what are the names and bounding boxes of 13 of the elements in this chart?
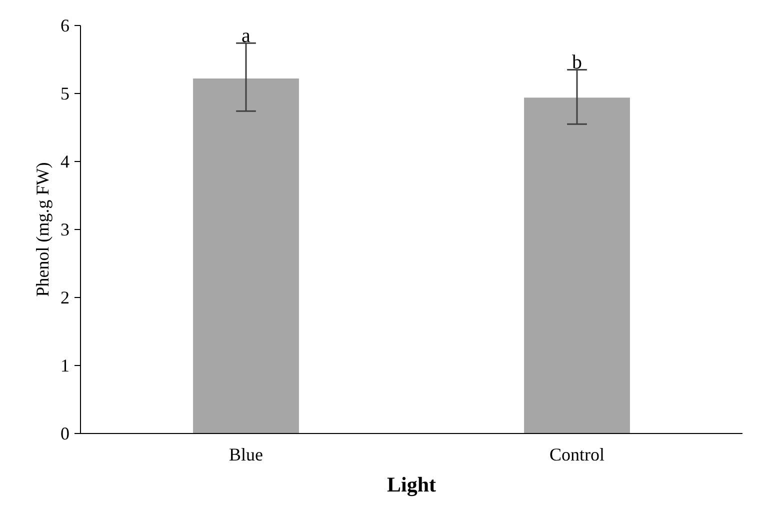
y-tick-label: 1 [60, 356, 70, 376]
x-axis-title: Light [386, 472, 436, 496]
y-tick-label: 4 [60, 152, 70, 172]
annotation: a [242, 25, 251, 48]
x-tick-label: Control [550, 444, 605, 464]
annotation: b [572, 52, 582, 74]
y-tick-label: 2 [60, 288, 70, 308]
x-tick-label: Blue [229, 444, 264, 464]
y-tick-label: 5 [60, 84, 70, 104]
y-tick-label: 0 [60, 424, 70, 444]
y-axis-title: Phenol (mg.g FW) [32, 162, 52, 297]
y-tick-label: 3 [60, 220, 70, 240]
y-tick-label: 6 [60, 16, 70, 36]
